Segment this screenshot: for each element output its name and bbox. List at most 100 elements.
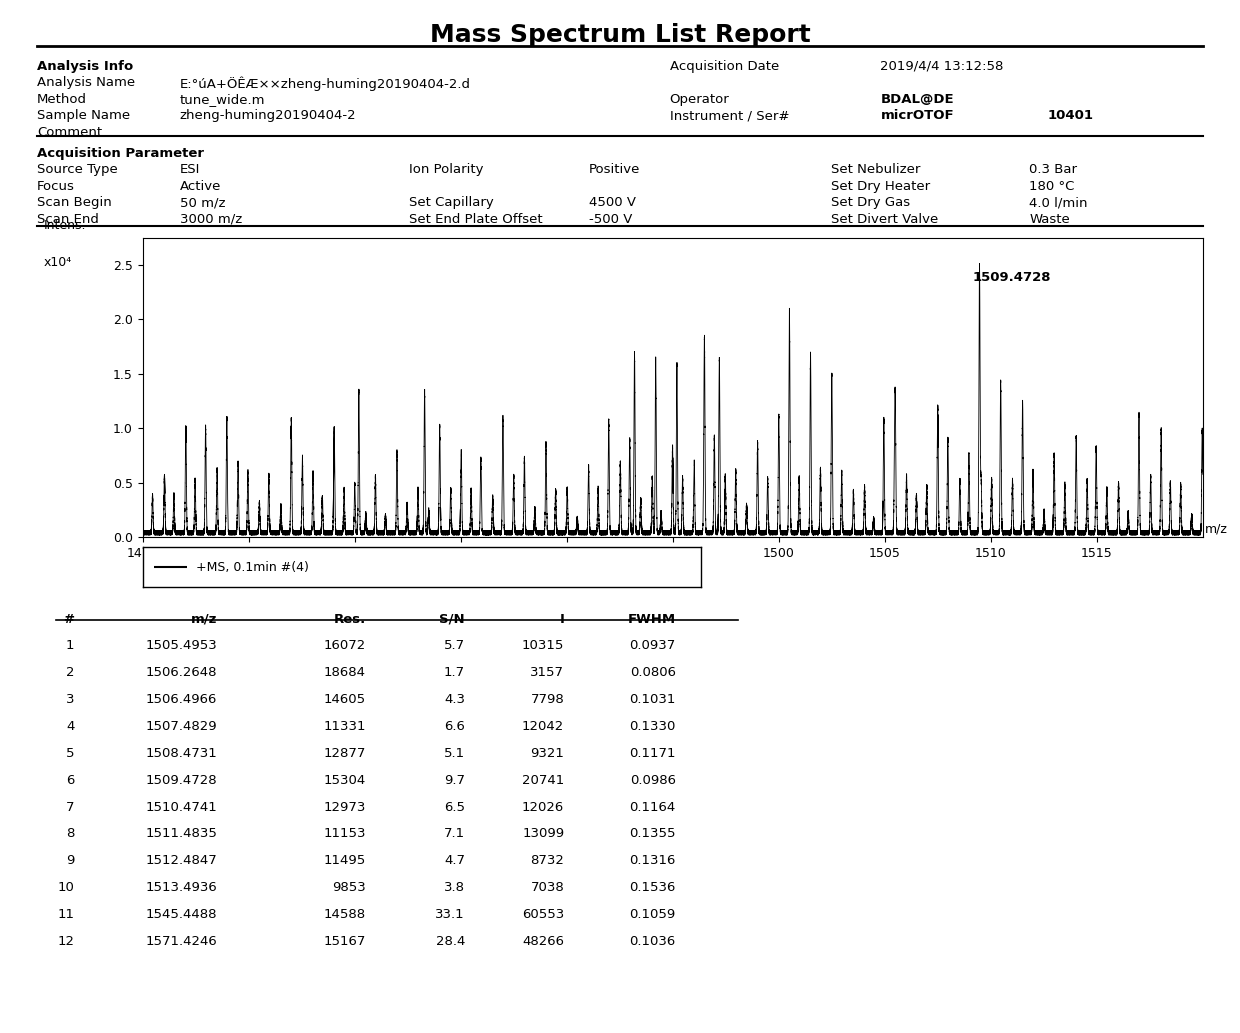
Text: 11495: 11495 — [324, 854, 366, 868]
Text: 3.8: 3.8 — [444, 881, 465, 895]
Text: -500 V: -500 V — [589, 213, 632, 226]
Text: Set Dry Gas: Set Dry Gas — [831, 196, 910, 210]
Text: 48266: 48266 — [522, 935, 564, 948]
Text: Res.: Res. — [334, 613, 366, 626]
Text: 0.1036: 0.1036 — [630, 935, 676, 948]
Text: Source Type: Source Type — [37, 163, 118, 177]
Text: 1509.4728: 1509.4728 — [145, 774, 217, 787]
Text: 14588: 14588 — [324, 908, 366, 921]
Text: 0.0937: 0.0937 — [630, 639, 676, 653]
Text: 12042: 12042 — [522, 720, 564, 733]
Text: I: I — [559, 613, 564, 626]
Text: 9: 9 — [66, 854, 74, 868]
Text: 4.0 l/min: 4.0 l/min — [1029, 196, 1087, 210]
Text: 0.1031: 0.1031 — [630, 693, 676, 707]
Text: 12: 12 — [57, 935, 74, 948]
Text: 9853: 9853 — [332, 881, 366, 895]
Text: 1512.4847: 1512.4847 — [145, 854, 217, 868]
Text: 1.7: 1.7 — [444, 666, 465, 680]
Text: 50 m/z: 50 m/z — [180, 196, 226, 210]
Text: 5: 5 — [66, 747, 74, 760]
Text: S/N: S/N — [439, 613, 465, 626]
Text: Set Nebulizer: Set Nebulizer — [831, 163, 920, 177]
Text: 1510.4741: 1510.4741 — [145, 801, 217, 814]
Text: 15167: 15167 — [324, 935, 366, 948]
Text: 3: 3 — [66, 693, 74, 707]
Text: Instrument / Ser#: Instrument / Ser# — [670, 109, 789, 123]
Text: 1509.4728: 1509.4728 — [972, 272, 1050, 284]
Text: 12973: 12973 — [324, 801, 366, 814]
Text: 1505.4953: 1505.4953 — [145, 639, 217, 653]
Text: 1: 1 — [66, 639, 74, 653]
Text: Scan Begin: Scan Begin — [37, 196, 112, 210]
Text: 15304: 15304 — [324, 774, 366, 787]
Text: Analysis Info: Analysis Info — [37, 60, 134, 73]
Text: 1511.4835: 1511.4835 — [145, 827, 217, 841]
Text: 1513.4936: 1513.4936 — [145, 881, 217, 895]
Text: 8732: 8732 — [531, 854, 564, 868]
Text: 8: 8 — [66, 827, 74, 841]
Text: Focus: Focus — [37, 180, 76, 193]
Text: 0.0986: 0.0986 — [630, 774, 676, 787]
Text: 11153: 11153 — [324, 827, 366, 841]
Text: 4500 V: 4500 V — [589, 196, 636, 210]
Text: Waste: Waste — [1029, 213, 1070, 226]
Text: 0.1536: 0.1536 — [630, 881, 676, 895]
Text: 10: 10 — [57, 881, 74, 895]
Text: 13099: 13099 — [522, 827, 564, 841]
Text: 1571.4246: 1571.4246 — [145, 935, 217, 948]
Text: Analysis Name: Analysis Name — [37, 76, 135, 90]
Text: 0.1355: 0.1355 — [630, 827, 676, 841]
Text: 12877: 12877 — [324, 747, 366, 760]
Text: m/z: m/z — [1205, 522, 1228, 535]
Text: 5.1: 5.1 — [444, 747, 465, 760]
Text: zheng-huming20190404-2: zheng-huming20190404-2 — [180, 109, 356, 123]
Text: Set Divert Valve: Set Divert Valve — [831, 213, 937, 226]
Text: Sample Name: Sample Name — [37, 109, 130, 123]
Text: 10401: 10401 — [1048, 109, 1094, 123]
Text: 20741: 20741 — [522, 774, 564, 787]
Text: Scan End: Scan End — [37, 213, 99, 226]
Text: Set End Plate Offset: Set End Plate Offset — [409, 213, 543, 226]
Text: BDAL@DE: BDAL@DE — [880, 93, 954, 106]
Text: 1506.4966: 1506.4966 — [145, 693, 217, 707]
Text: Mass Spectrum List Report: Mass Spectrum List Report — [429, 23, 811, 46]
Text: 11: 11 — [57, 908, 74, 921]
Text: 9.7: 9.7 — [444, 774, 465, 787]
Text: 1506.2648: 1506.2648 — [145, 666, 217, 680]
Text: 3000 m/z: 3000 m/z — [180, 213, 242, 226]
Text: 3157: 3157 — [531, 666, 564, 680]
Text: 11331: 11331 — [324, 720, 366, 733]
Text: 9321: 9321 — [531, 747, 564, 760]
Text: 0.1059: 0.1059 — [630, 908, 676, 921]
Text: 1545.4488: 1545.4488 — [145, 908, 217, 921]
Text: ESI: ESI — [180, 163, 200, 177]
Text: Acquisition Parameter: Acquisition Parameter — [37, 147, 205, 160]
Text: #: # — [63, 613, 74, 626]
Text: Active: Active — [180, 180, 221, 193]
Text: 0.1164: 0.1164 — [630, 801, 676, 814]
Text: 28.4: 28.4 — [435, 935, 465, 948]
Text: 6.5: 6.5 — [444, 801, 465, 814]
Text: Positive: Positive — [589, 163, 640, 177]
Text: 4.7: 4.7 — [444, 854, 465, 868]
Text: 2019/4/4 13:12:58: 2019/4/4 13:12:58 — [880, 60, 1003, 73]
Text: Intens.: Intens. — [43, 219, 86, 232]
Text: 7: 7 — [66, 801, 74, 814]
Text: 0.1171: 0.1171 — [630, 747, 676, 760]
Text: 60553: 60553 — [522, 908, 564, 921]
Text: Operator: Operator — [670, 93, 729, 106]
Text: micrOTOF: micrOTOF — [880, 109, 954, 123]
Text: 7038: 7038 — [531, 881, 564, 895]
Text: 7798: 7798 — [531, 693, 564, 707]
Text: 0.1330: 0.1330 — [630, 720, 676, 733]
Text: FWHM: FWHM — [627, 613, 676, 626]
Text: Method: Method — [37, 93, 87, 106]
Text: E:°úA+ÖÊÆ××zheng-huming20190404-2.d: E:°úA+ÖÊÆ××zheng-huming20190404-2.d — [180, 76, 471, 91]
Text: 33.1: 33.1 — [435, 908, 465, 921]
Text: Set Capillary: Set Capillary — [409, 196, 494, 210]
Text: tune_wide.m: tune_wide.m — [180, 93, 265, 106]
Text: 4: 4 — [66, 720, 74, 733]
Text: 18684: 18684 — [324, 666, 366, 680]
Text: 4.3: 4.3 — [444, 693, 465, 707]
